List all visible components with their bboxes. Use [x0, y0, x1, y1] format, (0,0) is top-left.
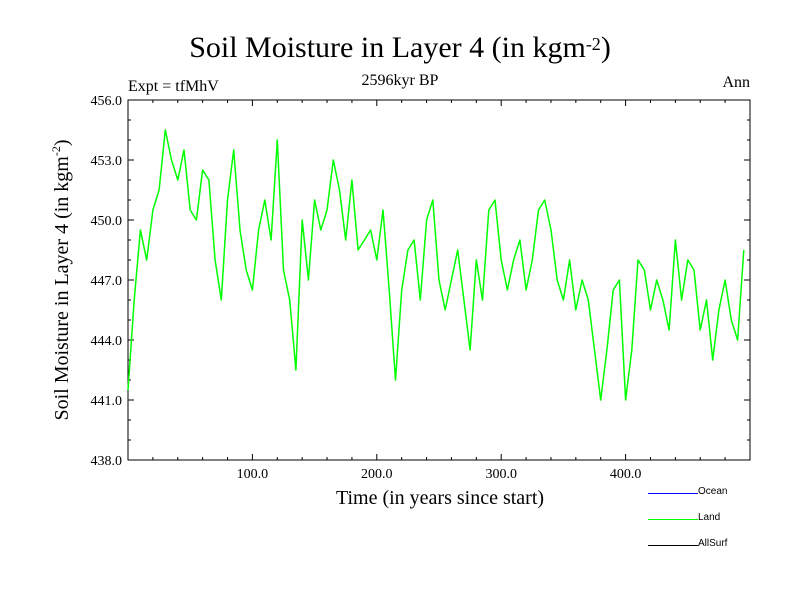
season-label: Ann: [722, 74, 750, 91]
legend-swatch-allsurf: [648, 545, 698, 546]
legend-label-ocean: Ocean: [698, 486, 728, 497]
y-tick-label: 444.0: [91, 334, 123, 349]
x-tick-label: 200.0: [361, 467, 393, 482]
legend-label-land: Land: [698, 512, 721, 523]
x-tick-label: 300.0: [485, 467, 517, 482]
chart-title-superscript: -2: [585, 34, 601, 54]
x-tick-label: 400.0: [610, 467, 642, 482]
y-axis-label: Soil Moisture in Layer 4 (in kgm-2): [49, 139, 73, 420]
chart-title: Soil Moisture in Layer 4 (in kgm-2): [189, 31, 611, 64]
legend-swatch-ocean: [648, 493, 698, 494]
legend-swatch-land: [648, 519, 698, 520]
y-tick-label: 438.0: [91, 454, 123, 469]
experiment-label: Expt = tfMhV: [128, 78, 219, 95]
chart-subtitle: 2596kyr BP: [361, 72, 439, 89]
y-tick-label: 447.0: [91, 274, 123, 289]
y-tick-label: 441.0: [91, 394, 123, 409]
x-tick-label: 100.0: [237, 467, 269, 482]
series-line-land: [127, 129, 745, 401]
y-tick-label: 456.0: [91, 94, 123, 109]
y-tick-label: 450.0: [91, 214, 123, 229]
x-axis-label: Time (in years since start): [336, 487, 544, 509]
legend-label-allsurf: AllSurf: [698, 538, 728, 549]
y-tick-label: 453.0: [91, 154, 123, 169]
